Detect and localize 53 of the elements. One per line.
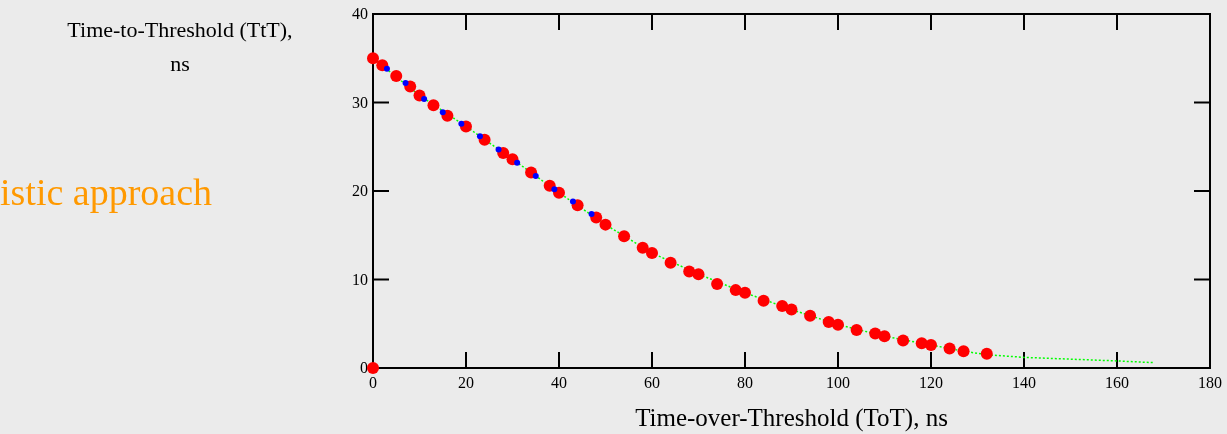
y-tick-label: 40 [352,5,368,22]
point [618,230,631,243]
y-tick-label: 20 [352,182,368,199]
point [850,323,863,336]
x-tick-label: 40 [551,374,567,391]
point [402,80,409,87]
x-axis-title: Time-over-Threshold (ToT), ns [635,404,948,432]
point [551,186,558,193]
x-tick-label: 180 [1198,374,1222,391]
text: istic approach [0,171,213,213]
point [588,211,595,218]
y-tick-label: 30 [352,93,368,111]
point [878,330,891,343]
point [776,300,789,313]
point [367,52,379,65]
point [980,347,993,360]
point [427,99,440,112]
point [664,256,677,269]
x-tick-label: 120 [919,374,943,391]
point [439,109,446,116]
point [943,342,956,355]
point [957,345,970,358]
point [739,286,751,299]
x-tick-label: 100 [826,374,850,391]
x-tick-label: 140 [1012,374,1036,391]
point [383,65,390,72]
point [367,362,379,374]
y-axis-title: Time-to-Threshold (TtT), ns [67,17,293,76]
point [711,277,724,290]
x-tick-label: 60 [644,374,660,391]
point [804,309,817,322]
point [390,69,403,82]
point [421,95,428,102]
point [476,133,483,140]
point [636,241,649,254]
point [757,294,770,307]
point [569,198,576,205]
point [897,334,910,347]
point [514,159,521,166]
point [532,172,539,179]
point [832,318,844,331]
point [925,338,937,351]
x-tick-label: 20 [458,374,474,391]
point [599,218,612,231]
point [692,268,705,281]
point [646,246,658,259]
point [785,303,798,316]
x-tick-label: 80 [737,374,753,391]
point [458,120,465,127]
x-tick-label: 160 [1105,374,1129,391]
y-tick-label: 10 [352,270,368,288]
point [495,146,502,153]
y-tick-label: 0 [360,359,368,376]
